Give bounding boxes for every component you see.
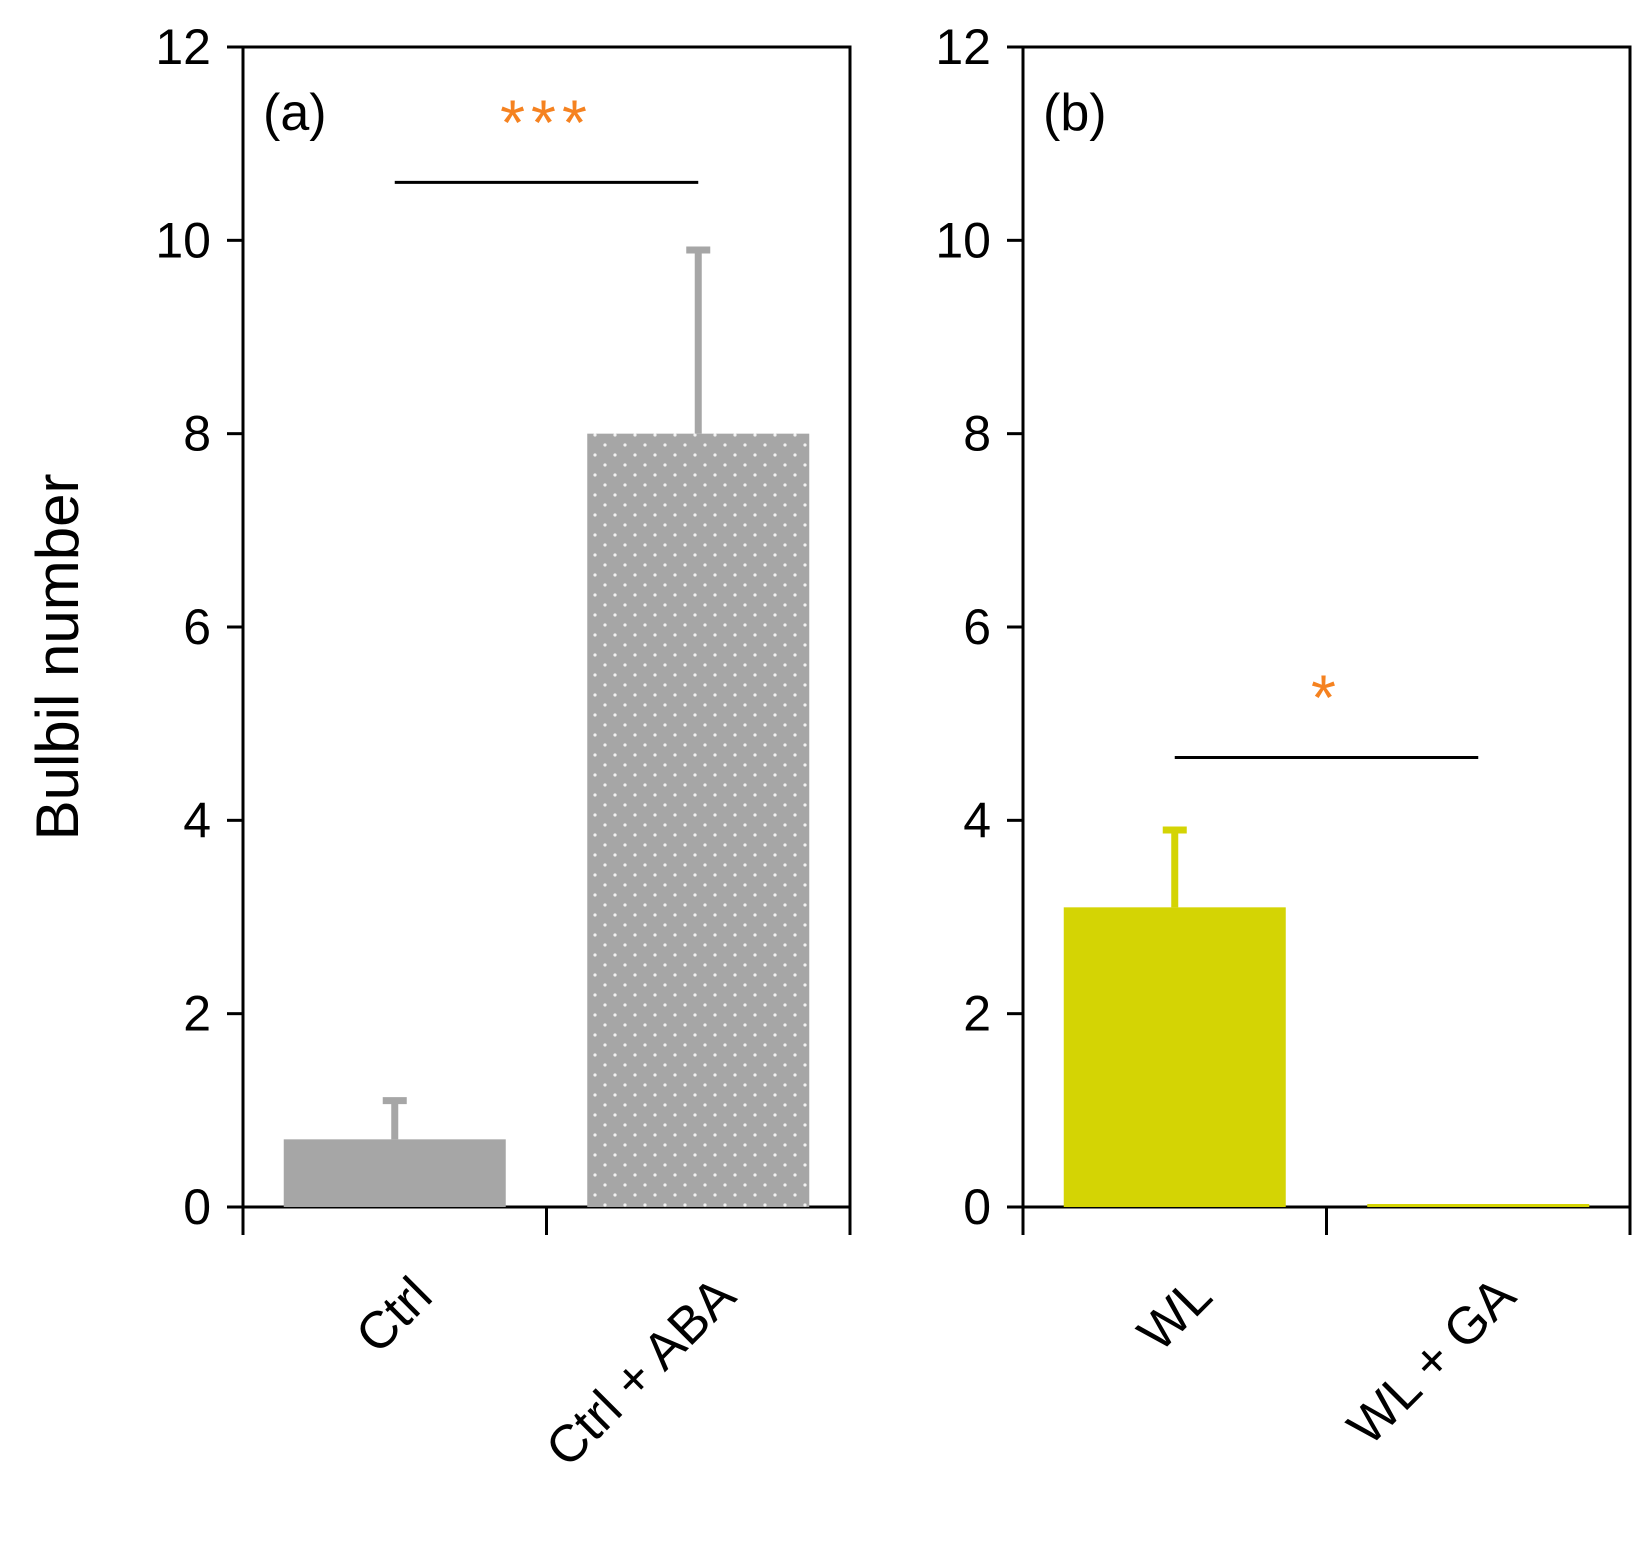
x-category-label: WL + GA	[1337, 1266, 1527, 1456]
y-tick-label: 2	[183, 986, 211, 1042]
x-category-label: Ctrl + ABA	[535, 1266, 747, 1478]
x-category-label: WL	[1127, 1266, 1223, 1362]
y-tick-label: 0	[963, 1179, 991, 1235]
y-tick-label: 4	[963, 792, 991, 848]
y-tick-label: 12	[935, 19, 991, 75]
chart-panel-2: 0 2 4 6 8 10 12 WL WL + GA (b) *	[935, 19, 1632, 1456]
significance-marker: *	[1311, 662, 1342, 734]
y-tick-label: 8	[963, 406, 991, 462]
panel-label: (a)	[263, 84, 327, 142]
y-tick-label: 6	[183, 599, 211, 655]
bar-2	[1367, 1204, 1590, 1207]
panel-label: (b)	[1043, 84, 1107, 142]
bar-1	[283, 1139, 506, 1207]
y-tick-label: 4	[183, 792, 211, 848]
y-tick-label: 12	[155, 19, 211, 75]
significance-marker: ***	[500, 86, 593, 158]
bar-2	[587, 433, 810, 1208]
bar-1	[1063, 907, 1286, 1207]
y-tick-label: 0	[183, 1179, 211, 1235]
x-category-label: Ctrl	[345, 1266, 443, 1364]
y-tick-label: 10	[155, 212, 211, 268]
chart-panel-1: 0 2 4 6 8 10 12 Ctrl Ctrl + ABA (a) *** Bulbil numb…	[24, 19, 852, 1478]
y-axis-title: Bulbil number	[24, 474, 91, 841]
y-tick-label: 8	[183, 406, 211, 462]
y-tick-label: 10	[935, 212, 991, 268]
y-tick-label: 6	[963, 599, 991, 655]
y-tick-label: 2	[963, 986, 991, 1042]
